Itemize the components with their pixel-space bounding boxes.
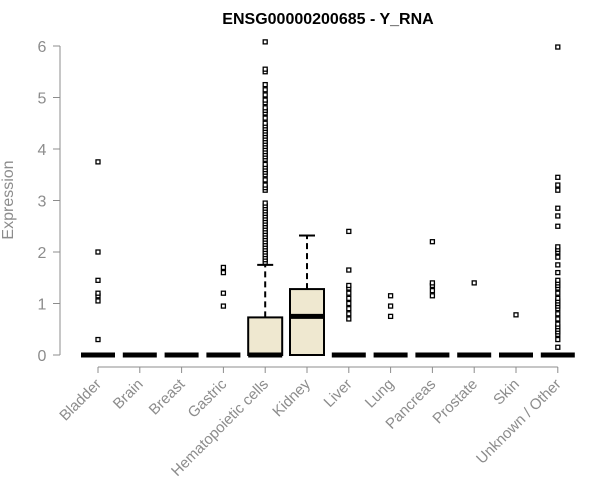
- outlier-point: [220, 303, 227, 309]
- outlier-point: [346, 295, 352, 302]
- outlier-point: [262, 66, 268, 72]
- y-tick-label: 4: [38, 142, 47, 159]
- iqr-box: [247, 316, 284, 356]
- outlier-point: [95, 277, 101, 283]
- outlier-point: [346, 290, 352, 296]
- outlier-point: [346, 282, 352, 289]
- plot-area: [81, 39, 575, 358]
- outlier-point: [346, 300, 352, 307]
- y-tick-label: 6: [38, 39, 47, 56]
- y-tick-label: 1: [38, 297, 47, 314]
- x-tick-label-liver: Liver: [321, 376, 356, 411]
- chart-title: ENSG00000200685 - Y_RNA: [222, 11, 434, 28]
- outlier-point: [387, 303, 394, 309]
- outlier-point: [555, 182, 561, 188]
- outlier-point: [95, 290, 101, 296]
- outlier-point: [513, 312, 519, 318]
- box-prostate: [457, 280, 492, 358]
- y-axis-label: Expression: [0, 160, 17, 239]
- outlier-point: [262, 120, 268, 126]
- x-tick-label-prostate: Prostate: [429, 376, 481, 428]
- box-skin: [499, 312, 533, 358]
- outlier-point: [262, 177, 268, 183]
- outlier-point: [346, 311, 352, 317]
- outlier-point: [555, 336, 561, 343]
- outlier-point: [220, 269, 227, 276]
- outlier-point: [555, 254, 561, 260]
- outlier-point: [555, 213, 561, 219]
- outlier-point: [555, 321, 561, 327]
- outlier-point: [346, 267, 352, 273]
- box-hematopoietic-cells: [247, 39, 284, 358]
- outlier-point: [262, 92, 268, 98]
- x-tick-label-lung: Lung: [362, 376, 398, 412]
- outlier-point: [262, 81, 268, 88]
- outlier-point: [555, 187, 561, 193]
- outlier-point: [262, 39, 268, 45]
- x-tick-label-brain: Brain: [110, 376, 147, 413]
- outlier-point: [555, 174, 561, 180]
- box-kidney: [289, 234, 325, 356]
- outlier-point: [262, 161, 268, 168]
- x-tick-label-bladder: Bladder: [56, 376, 105, 425]
- outlier-point: [95, 336, 101, 343]
- y-tick-label: 5: [38, 91, 47, 108]
- y-tick-label: 0: [38, 348, 47, 365]
- outlier-point: [95, 159, 101, 165]
- y-tick-label: 2: [38, 245, 47, 262]
- outlier-point: [346, 228, 352, 235]
- outlier-point: [555, 316, 561, 322]
- outlier-point: [555, 277, 561, 283]
- outlier-point: [95, 298, 101, 304]
- outlier-point: [262, 105, 268, 111]
- outlier-point: [429, 239, 436, 245]
- outlier-point: [387, 293, 394, 299]
- outlier-point: [429, 293, 436, 299]
- outlier-point: [555, 223, 561, 229]
- outlier-point: [262, 115, 268, 121]
- x-tick-label-skin: Skin: [490, 376, 523, 409]
- outlier-point: [346, 316, 352, 322]
- outlier-point: [262, 200, 268, 206]
- outlier-point: [555, 205, 561, 211]
- y-axis: 0 1 2 3 4 5 6: [38, 39, 61, 365]
- outlier-point: [387, 313, 394, 320]
- x-tick-label-kidney: Kidney: [269, 375, 314, 420]
- outlier-point: [429, 280, 436, 286]
- outlier-point: [429, 287, 436, 294]
- outlier-point: [262, 182, 268, 188]
- outlier-point: [555, 244, 561, 250]
- iqr-box: [289, 288, 325, 356]
- box-lung: [373, 293, 408, 358]
- box-unknown-other: [540, 44, 575, 358]
- outlier-point: [555, 44, 561, 50]
- box-liver: [331, 228, 366, 358]
- outlier-point: [220, 264, 227, 271]
- outlier-point: [346, 305, 352, 312]
- box-gastric: [206, 264, 241, 358]
- box-pancreas: [415, 239, 450, 358]
- outlier-point: [555, 344, 561, 350]
- x-tick-label-breast: Breast: [146, 375, 189, 418]
- outlier-point: [555, 290, 561, 296]
- outlier-point: [471, 280, 477, 286]
- y-tick-label: 3: [38, 194, 47, 211]
- outlier-point: [555, 269, 561, 276]
- outlier-point: [555, 295, 561, 302]
- box-bladder: [81, 159, 115, 358]
- outlier-point: [220, 290, 227, 296]
- outlier-point: [262, 97, 268, 103]
- outlier-point: [262, 87, 268, 93]
- outlier-point: [95, 249, 101, 255]
- outlier-point: [555, 311, 561, 317]
- outlier-point: [555, 262, 561, 268]
